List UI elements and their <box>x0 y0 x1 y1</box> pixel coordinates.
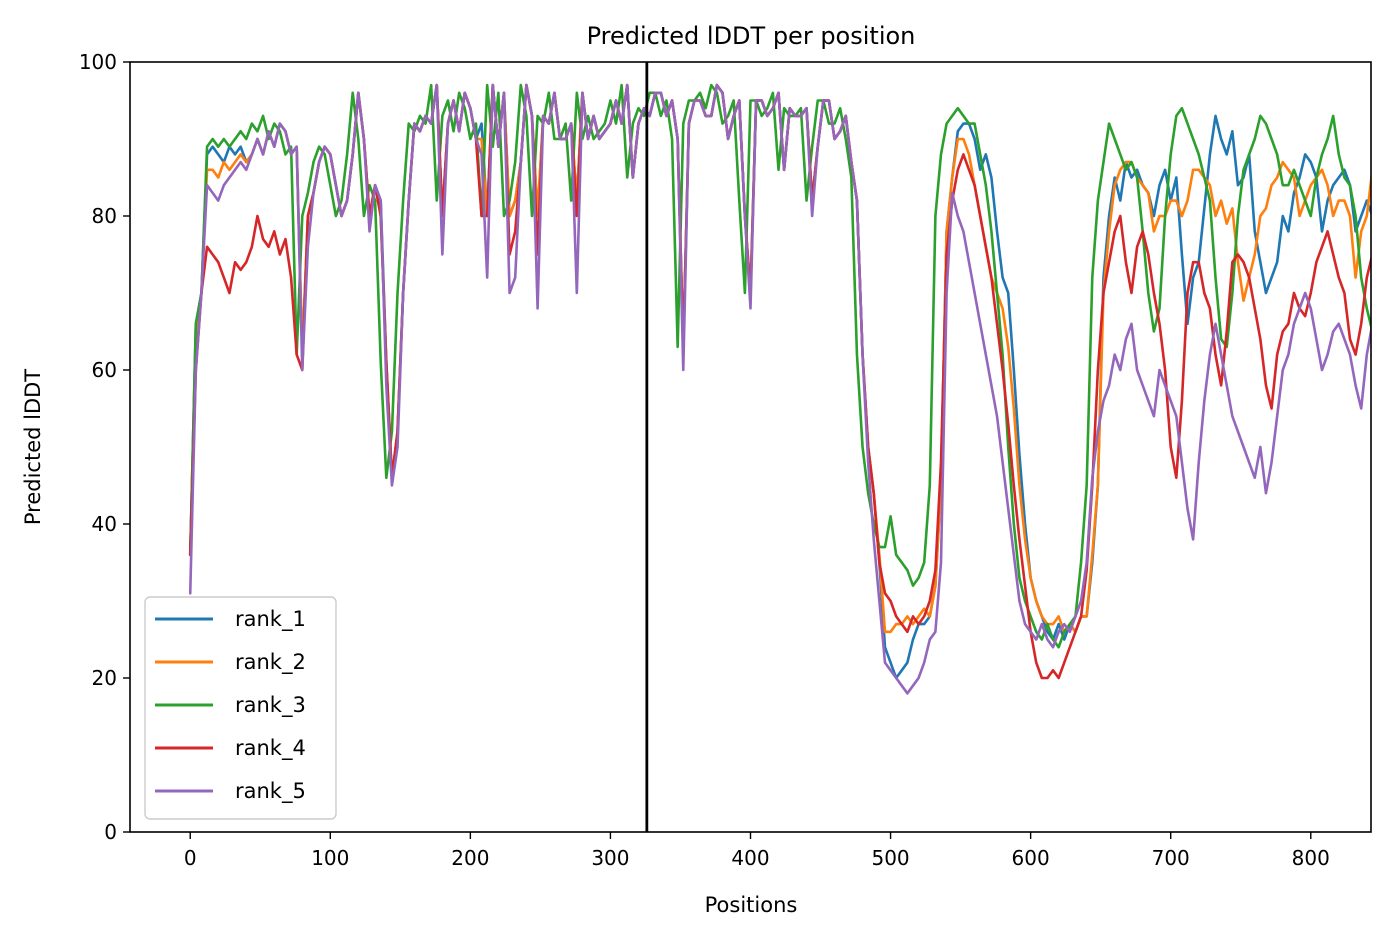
y-tick-label: 0 <box>104 820 117 844</box>
y-tick-label: 40 <box>92 512 117 536</box>
axis-ticks: 0 100 200 300 400 500 600 700 800 0 20 40 60 80 100 <box>79 50 1330 870</box>
x-tick-label: 300 <box>591 846 629 870</box>
x-tick-label: 400 <box>731 846 769 870</box>
y-tick-label: 100 <box>79 50 117 74</box>
x-tick-label: 700 <box>1152 846 1190 870</box>
plot-frame <box>129 61 1372 833</box>
x-tick-label: 600 <box>1012 846 1050 870</box>
legend-label-rank_3: rank_3 <box>235 693 306 718</box>
legend-label-rank_5: rank_5 <box>235 779 306 804</box>
legend-label-rank_4: rank_4 <box>235 736 306 761</box>
legend: rank_1 rank_2 rank_3 rank_4 rank_5 <box>144 596 337 820</box>
y-tick-label: 20 <box>92 666 117 690</box>
x-axis-label: Positions <box>705 893 798 917</box>
y-tick-label: 60 <box>92 358 117 382</box>
x-tick-label: 0 <box>184 846 197 870</box>
series-line-rank_4 <box>188 83 1371 680</box>
legend-label-rank_1: rank_1 <box>235 607 306 632</box>
y-tick-label: 80 <box>92 204 117 228</box>
y-axis-label: Predicted lDDT <box>21 369 45 525</box>
series-line-rank_5 <box>188 83 1371 695</box>
plot-area <box>188 62 1371 832</box>
chart-title: Predicted lDDT per position <box>587 22 916 50</box>
x-tick-label: 100 <box>311 846 349 870</box>
x-tick-label: 500 <box>871 846 909 870</box>
x-tick-label: 200 <box>451 846 489 870</box>
x-tick-label: 800 <box>1292 846 1330 870</box>
legend-label-rank_2: rank_2 <box>235 650 306 675</box>
legend-box <box>144 596 337 820</box>
